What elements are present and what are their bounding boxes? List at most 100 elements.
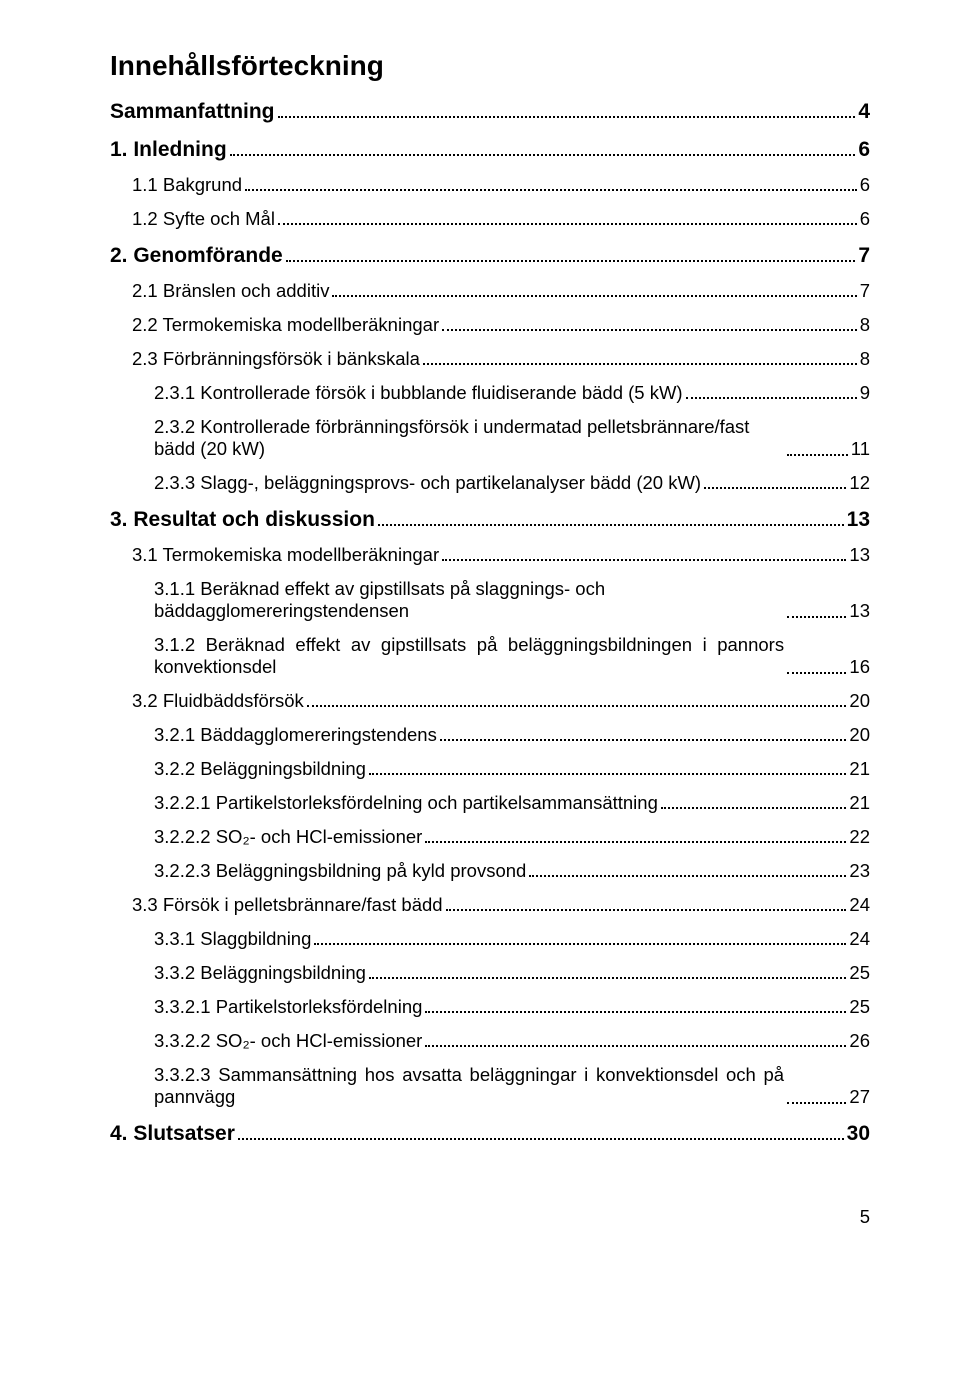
toc-leader-dots <box>378 509 844 526</box>
toc-entry-label: 3.3.2 Beläggningsbildning <box>154 962 366 984</box>
toc-leader-dots <box>686 384 857 399</box>
toc-leader-dots <box>787 441 848 456</box>
toc-entry: 3.2.1 Bäddagglomereringstendens 20 <box>154 724 870 746</box>
toc-entry-page: 7 <box>860 280 870 302</box>
toc-entry-page: 9 <box>860 382 870 404</box>
toc-leader-dots <box>787 659 846 674</box>
toc-entry: 3.1.1 Beräknad effekt av gipstillsats på… <box>154 578 870 622</box>
toc-entry: 3.2.2.3 Beläggningsbildning på kyld prov… <box>154 860 870 882</box>
toc-entry-label: 2.1 Bränslen och additiv <box>132 280 329 302</box>
toc-leader-dots <box>425 1032 846 1047</box>
toc-entry-page: 24 <box>849 894 870 916</box>
toc-leader-dots <box>286 245 856 262</box>
toc-entry-page: 22 <box>849 826 870 848</box>
toc-entry-page: 8 <box>860 314 870 336</box>
toc-leader-dots <box>423 350 857 365</box>
toc-entry-label: 2.3.1 Kontrollerade försök i bubblande f… <box>154 382 683 404</box>
toc-entry: 3.3.2.3 Sammansättning hos avsatta beläg… <box>154 1064 870 1108</box>
toc-entry: 2.3 Förbränningsförsök i bänkskala 8 <box>132 348 870 370</box>
toc-entry-label: 3.2.2.3 Beläggningsbildning på kyld prov… <box>154 860 526 882</box>
toc-leader-dots <box>442 546 846 561</box>
toc-leader-dots <box>278 101 856 118</box>
toc-entry-label: 1.1 Bakgrund <box>132 174 242 196</box>
toc-entry-label: 2.3 Förbränningsförsök i bänkskala <box>132 348 420 370</box>
toc-entry-page: 25 <box>849 996 870 1018</box>
toc-entry-page: 13 <box>849 600 870 622</box>
toc-entry-label: 2.3.3 Slagg-, beläggningsprovs- och part… <box>154 472 701 494</box>
toc-entry-page: 26 <box>849 1030 870 1052</box>
toc-entry: 3.3.2.1 Partikelstorleksfördelning 25 <box>154 996 870 1018</box>
toc-leader-dots <box>787 1089 846 1104</box>
toc-entry-label: 4. Slutsatser <box>110 1122 235 1146</box>
toc-leader-dots <box>704 474 846 489</box>
toc-entry: 2.3.2 Kontrollerade förbränningsförsök i… <box>154 416 870 460</box>
toc-entry-label: 1. Inledning <box>110 138 227 162</box>
toc-entry: 2.1 Bränslen och additiv 7 <box>132 280 870 302</box>
toc-entry-page: 23 <box>849 860 870 882</box>
toc-leader-dots <box>425 998 846 1013</box>
toc-entry: 3.3 Försök i pelletsbrännare/fast bädd 2… <box>132 894 870 916</box>
toc-entry-page: 13 <box>847 508 870 532</box>
toc-entry: 2.3.1 Kontrollerade försök i bubblande f… <box>154 382 870 404</box>
toc-leader-dots <box>446 896 847 911</box>
toc-entry-label: 2.2 Termokemiska modellberäkningar <box>132 314 439 336</box>
toc-entry-label: 3. Resultat och diskussion <box>110 508 375 532</box>
toc-entry-label: 3.3 Försök i pelletsbrännare/fast bädd <box>132 894 443 916</box>
toc-leader-dots <box>787 603 846 618</box>
toc-leader-dots <box>440 726 847 741</box>
toc-list: Sammanfattning 41. Inledning 61.1 Bakgru… <box>110 100 870 1146</box>
toc-entry: 3.1 Termokemiska modellberäkningar 13 <box>132 544 870 566</box>
toc-leader-dots <box>245 176 857 191</box>
toc-entry-page: 20 <box>849 690 870 712</box>
toc-entry: 2. Genomförande 7 <box>110 244 870 268</box>
toc-entry: 3.3.2.2 SO₂- och HCl-emissioner 26 <box>154 1030 870 1052</box>
toc-entry-label: 3.2.2 Beläggningsbildning <box>154 758 366 780</box>
toc-entry-label: 3.1.2 Beräknad effekt av gipstillsats på… <box>154 634 784 678</box>
toc-entry-label: 3.1 Termokemiska modellberäkningar <box>132 544 439 566</box>
toc-entry: 1.1 Bakgrund 6 <box>132 174 870 196</box>
toc-entry-page: 27 <box>849 1086 870 1108</box>
toc-leader-dots <box>238 1123 844 1140</box>
toc-entry: 3.2.2 Beläggningsbildning 21 <box>154 758 870 780</box>
toc-entry: 3.3.1 Slaggbildning 24 <box>154 928 870 950</box>
toc-entry-page: 21 <box>849 758 870 780</box>
toc-leader-dots <box>314 930 846 945</box>
toc-leader-dots <box>369 760 847 775</box>
toc-entry-page: 6 <box>860 208 870 230</box>
toc-entry: 3.2.2.1 Partikelstorleksfördelning och p… <box>154 792 870 814</box>
toc-entry: 3.2 Fluidbäddsförsök 20 <box>132 690 870 712</box>
toc-entry-page: 8 <box>860 348 870 370</box>
toc-leader-dots <box>307 692 847 707</box>
toc-entry-label: 3.3.2.2 SO₂- och HCl-emissioner <box>154 1030 422 1052</box>
toc-leader-dots <box>425 828 846 843</box>
toc-entry-page: 12 <box>849 472 870 494</box>
toc-entry-page: 4 <box>858 100 870 124</box>
toc-entry-label: 3.1.1 Beräknad effekt av gipstillsats på… <box>154 578 784 622</box>
toc-entry: 1.2 Syfte och Mål 6 <box>132 208 870 230</box>
toc-entry: 2.2 Termokemiska modellberäkningar 8 <box>132 314 870 336</box>
toc-leader-dots <box>332 282 856 297</box>
toc-entry-page: 30 <box>847 1122 870 1146</box>
page-number: 5 <box>110 1206 870 1228</box>
toc-entry: 3.3.2 Beläggningsbildning 25 <box>154 962 870 984</box>
toc-entry-page: 6 <box>860 174 870 196</box>
toc-entry-page: 24 <box>849 928 870 950</box>
toc-entry-label: 2.3.2 Kontrollerade förbränningsförsök i… <box>154 416 784 460</box>
toc-entry: Sammanfattning 4 <box>110 100 870 124</box>
toc-entry-label: Sammanfattning <box>110 100 275 124</box>
toc-entry-label: 3.2 Fluidbäddsförsök <box>132 690 304 712</box>
toc-title: Innehållsförteckning <box>110 50 870 82</box>
toc-leader-dots <box>661 794 847 809</box>
toc-leader-dots <box>230 139 856 156</box>
toc-entry-page: 6 <box>858 138 870 162</box>
toc-entry-page: 7 <box>858 244 870 268</box>
toc-leader-dots <box>442 316 857 331</box>
toc-entry: 1. Inledning 6 <box>110 138 870 162</box>
toc-leader-dots <box>278 210 857 225</box>
toc-leader-dots <box>529 862 846 877</box>
toc-entry-label: 3.2.2.1 Partikelstorleksfördelning och p… <box>154 792 658 814</box>
toc-entry-page: 25 <box>849 962 870 984</box>
toc-entry-label: 3.3.2.1 Partikelstorleksfördelning <box>154 996 422 1018</box>
toc-entry-label: 3.2.2.2 SO₂- och HCl-emissioner <box>154 826 422 848</box>
toc-entry-label: 3.2.1 Bäddagglomereringstendens <box>154 724 437 746</box>
